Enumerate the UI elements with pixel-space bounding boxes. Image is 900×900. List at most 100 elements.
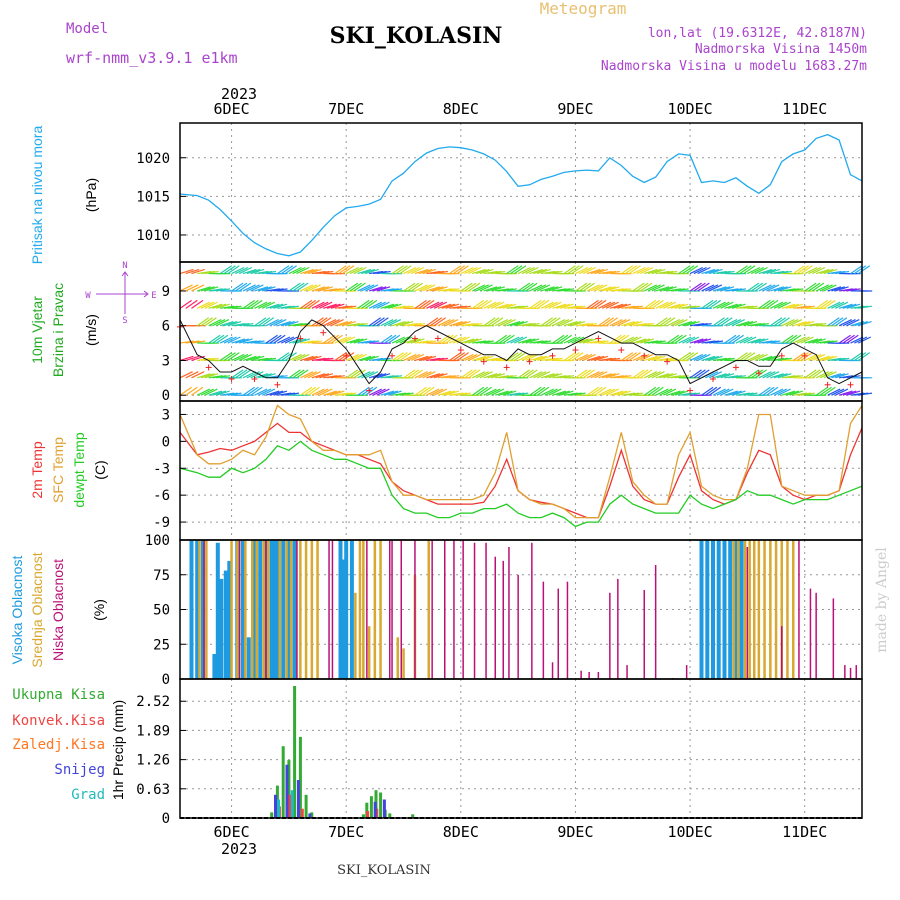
wind-arrow bbox=[357, 299, 370, 309]
wind-arrow bbox=[575, 369, 588, 379]
wind-arrow bbox=[487, 317, 500, 327]
wind-arrow bbox=[433, 301, 447, 309]
wind-arrow bbox=[804, 338, 819, 344]
precip-ylabel: 1hr Precip (mm) bbox=[110, 700, 126, 800]
wind-arrow bbox=[666, 303, 681, 309]
low-cloud-bar bbox=[531, 542, 533, 679]
wind-arrow bbox=[303, 371, 318, 379]
wind-arrow bbox=[300, 284, 314, 292]
wind-arrow bbox=[376, 357, 391, 362]
wind-arrow bbox=[322, 334, 336, 344]
wind-arrow bbox=[219, 352, 233, 361]
low-cloud-bar bbox=[502, 560, 504, 679]
wind-arrow bbox=[533, 299, 546, 309]
wind-arrow bbox=[212, 334, 225, 344]
wind-arrow bbox=[674, 288, 689, 292]
wind-arrow bbox=[179, 340, 194, 344]
mid-cloud-bar bbox=[737, 540, 740, 679]
wind-arrow bbox=[269, 390, 284, 396]
wind-arrow bbox=[640, 282, 653, 292]
wind-arrow bbox=[498, 303, 513, 309]
bottom-day-labels: 6DEC 7DEC 8DEC 9DEC 10DEC 11DEC bbox=[214, 823, 828, 841]
wind-arrow bbox=[685, 336, 700, 344]
wind-arrow bbox=[372, 388, 386, 396]
wind-arrow bbox=[296, 338, 311, 344]
panel-frames bbox=[179, 122, 863, 819]
wind-arrow bbox=[842, 303, 857, 309]
wind-arrow bbox=[384, 390, 398, 396]
wind-arrow bbox=[858, 321, 872, 327]
wind-arrow bbox=[376, 286, 391, 292]
wind-arrow bbox=[743, 392, 758, 396]
low-cloud-bar bbox=[815, 592, 817, 679]
wind-arrow bbox=[391, 352, 404, 361]
wind-arrow bbox=[800, 392, 815, 396]
wind-arrow bbox=[632, 266, 646, 275]
wind-arrow bbox=[747, 266, 761, 275]
wind-arrow bbox=[781, 334, 794, 344]
wind-arrow bbox=[579, 338, 593, 344]
wind-arrow bbox=[533, 386, 546, 396]
wind-arrow bbox=[311, 373, 326, 379]
wind-arrow bbox=[273, 334, 286, 344]
wind-arrow bbox=[475, 268, 490, 275]
wind-compass: N S W E bbox=[85, 261, 156, 326]
precip-snow-bar bbox=[373, 801, 377, 818]
mid-cloud-bar bbox=[780, 540, 783, 679]
wind-arrow bbox=[678, 321, 693, 327]
precip-snow-bar bbox=[296, 780, 300, 818]
wind-arrow bbox=[567, 336, 581, 344]
wind-arrow bbox=[498, 390, 513, 396]
wind-arrow bbox=[731, 390, 746, 396]
wind-arrow bbox=[754, 323, 769, 327]
low-cloud-bar bbox=[389, 540, 391, 679]
wind-arrow bbox=[487, 388, 501, 396]
wind-arrow bbox=[796, 352, 809, 361]
precip-total-bar bbox=[379, 792, 383, 818]
wind-arrow bbox=[571, 392, 586, 396]
wind-arrow bbox=[536, 386, 550, 396]
wind-arrow bbox=[357, 386, 370, 396]
wind-arrow bbox=[215, 334, 229, 344]
wind-arrow bbox=[185, 268, 200, 275]
wind-arrow bbox=[815, 386, 829, 396]
wind-arrow bbox=[464, 266, 478, 275]
day-label-bottom: 7DEC bbox=[328, 823, 364, 841]
temp-sfc-line bbox=[179, 404, 863, 519]
low-cloud-bar bbox=[685, 665, 688, 679]
wind-arrow bbox=[831, 301, 845, 309]
wind-arrow bbox=[258, 388, 272, 396]
wind-arrow bbox=[388, 288, 403, 292]
wind-arrow bbox=[590, 386, 603, 396]
model-name: wrf-nmm_v3.9.1 e1km bbox=[66, 49, 238, 67]
wind-arrow bbox=[242, 284, 256, 292]
wind-arrow bbox=[628, 352, 641, 361]
wind-arrow bbox=[800, 305, 815, 309]
wind-arrow bbox=[544, 317, 557, 327]
wind-arrow bbox=[441, 303, 456, 309]
wind-arrow bbox=[712, 301, 726, 309]
year-top: 2023 bbox=[221, 85, 257, 103]
wind-arrow bbox=[846, 288, 861, 292]
wind-arrow bbox=[858, 392, 873, 396]
wind-arrow bbox=[468, 282, 481, 292]
wind-arrow bbox=[372, 317, 385, 327]
wind-arrow bbox=[621, 336, 635, 344]
wind-arrow bbox=[422, 299, 435, 309]
wind-arrow bbox=[200, 373, 215, 379]
wind-arrow bbox=[571, 352, 584, 361]
wind-arrow bbox=[533, 355, 547, 362]
wind-arrow bbox=[640, 369, 653, 379]
wind-arrow bbox=[315, 388, 329, 396]
wind-arrow bbox=[411, 323, 426, 327]
wind-arrow bbox=[403, 266, 417, 275]
wind-arrow bbox=[747, 353, 761, 361]
wind-arrow bbox=[414, 268, 429, 275]
mid-cloud-bar bbox=[748, 540, 751, 679]
precip-total-bar bbox=[369, 796, 373, 818]
wind-arrow bbox=[345, 266, 360, 275]
wind-arrow bbox=[384, 303, 398, 309]
footer-station: SKI_KOLASIN bbox=[337, 863, 431, 878]
wind-arrow bbox=[330, 375, 345, 379]
wind-arrow bbox=[529, 299, 542, 309]
